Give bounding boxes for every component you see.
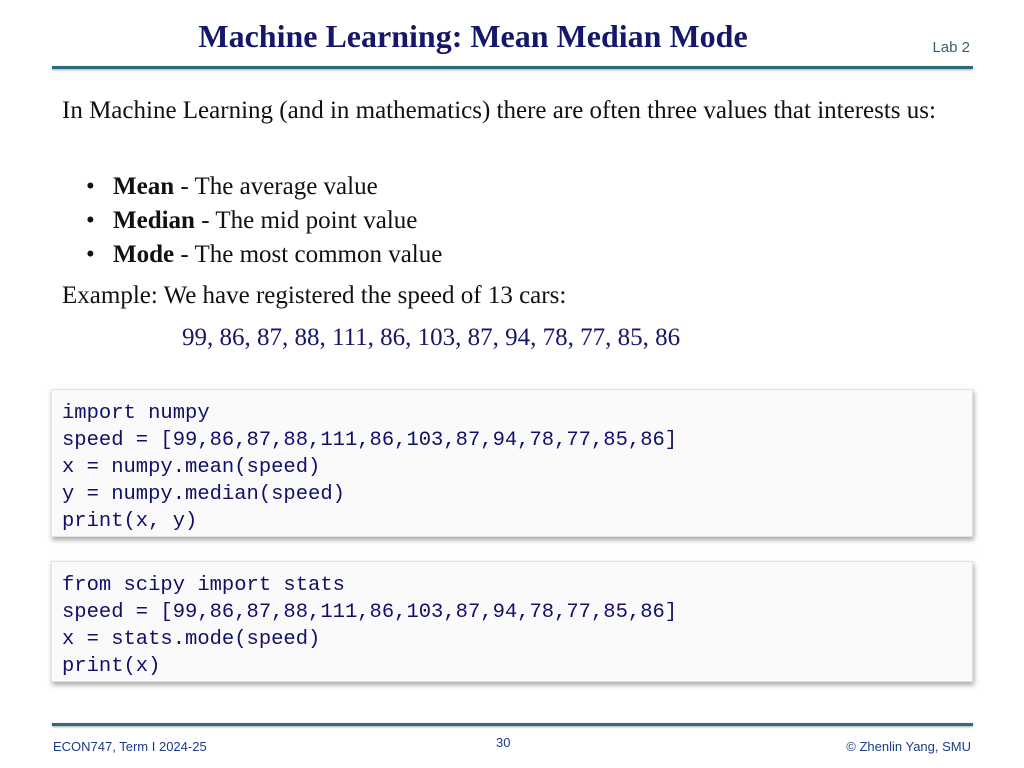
page-number: 30 xyxy=(496,735,511,750)
bullet-list: • Mean - The average value • Median - Th… xyxy=(86,170,442,272)
bullet-dot: • xyxy=(86,241,95,268)
bullet-description: - The most common value xyxy=(174,241,443,268)
bullet-term: Mean xyxy=(113,173,175,200)
code-text: import numpy speed = [99,86,87,88,111,86… xyxy=(62,402,678,533)
intro-paragraph: In Machine Learning (and in mathematics)… xyxy=(62,97,936,124)
bullet-dot: • xyxy=(86,207,95,234)
slide-title: Machine Learning: Mean Median Mode xyxy=(198,18,748,54)
footer-divider xyxy=(52,723,973,726)
speed-values: 99, 86, 87, 88, 111, 86, 103, 87, 94, 78… xyxy=(182,324,681,351)
lab-tag: Lab 2 xyxy=(932,39,970,56)
footer-copyright: © Zhenlin Yang, SMU xyxy=(846,739,971,754)
bullet-item-mode: • Mode - The most common value xyxy=(86,238,442,272)
bullet-description: - The mid point value xyxy=(194,207,418,234)
code-text: from scipy import stats speed = [99,86,8… xyxy=(62,574,678,678)
bullet-term: Mode xyxy=(113,241,175,268)
bullet-description: - The average value xyxy=(174,173,378,200)
footer-course: ECON747, Term I 2024-25 xyxy=(53,739,207,754)
header-divider xyxy=(52,66,973,69)
code-block-scipy: from scipy import stats speed = [99,86,8… xyxy=(51,561,973,682)
example-sentence: Example: We have registered the speed of… xyxy=(62,282,567,309)
code-block-numpy: import numpy speed = [99,86,87,88,111,86… xyxy=(51,389,973,537)
bullet-item-median: • Median - The mid point value xyxy=(86,204,442,238)
bullet-term: Median xyxy=(113,207,195,234)
bullet-item-mean: • Mean - The average value xyxy=(86,170,442,204)
bullet-dot: • xyxy=(86,173,95,200)
